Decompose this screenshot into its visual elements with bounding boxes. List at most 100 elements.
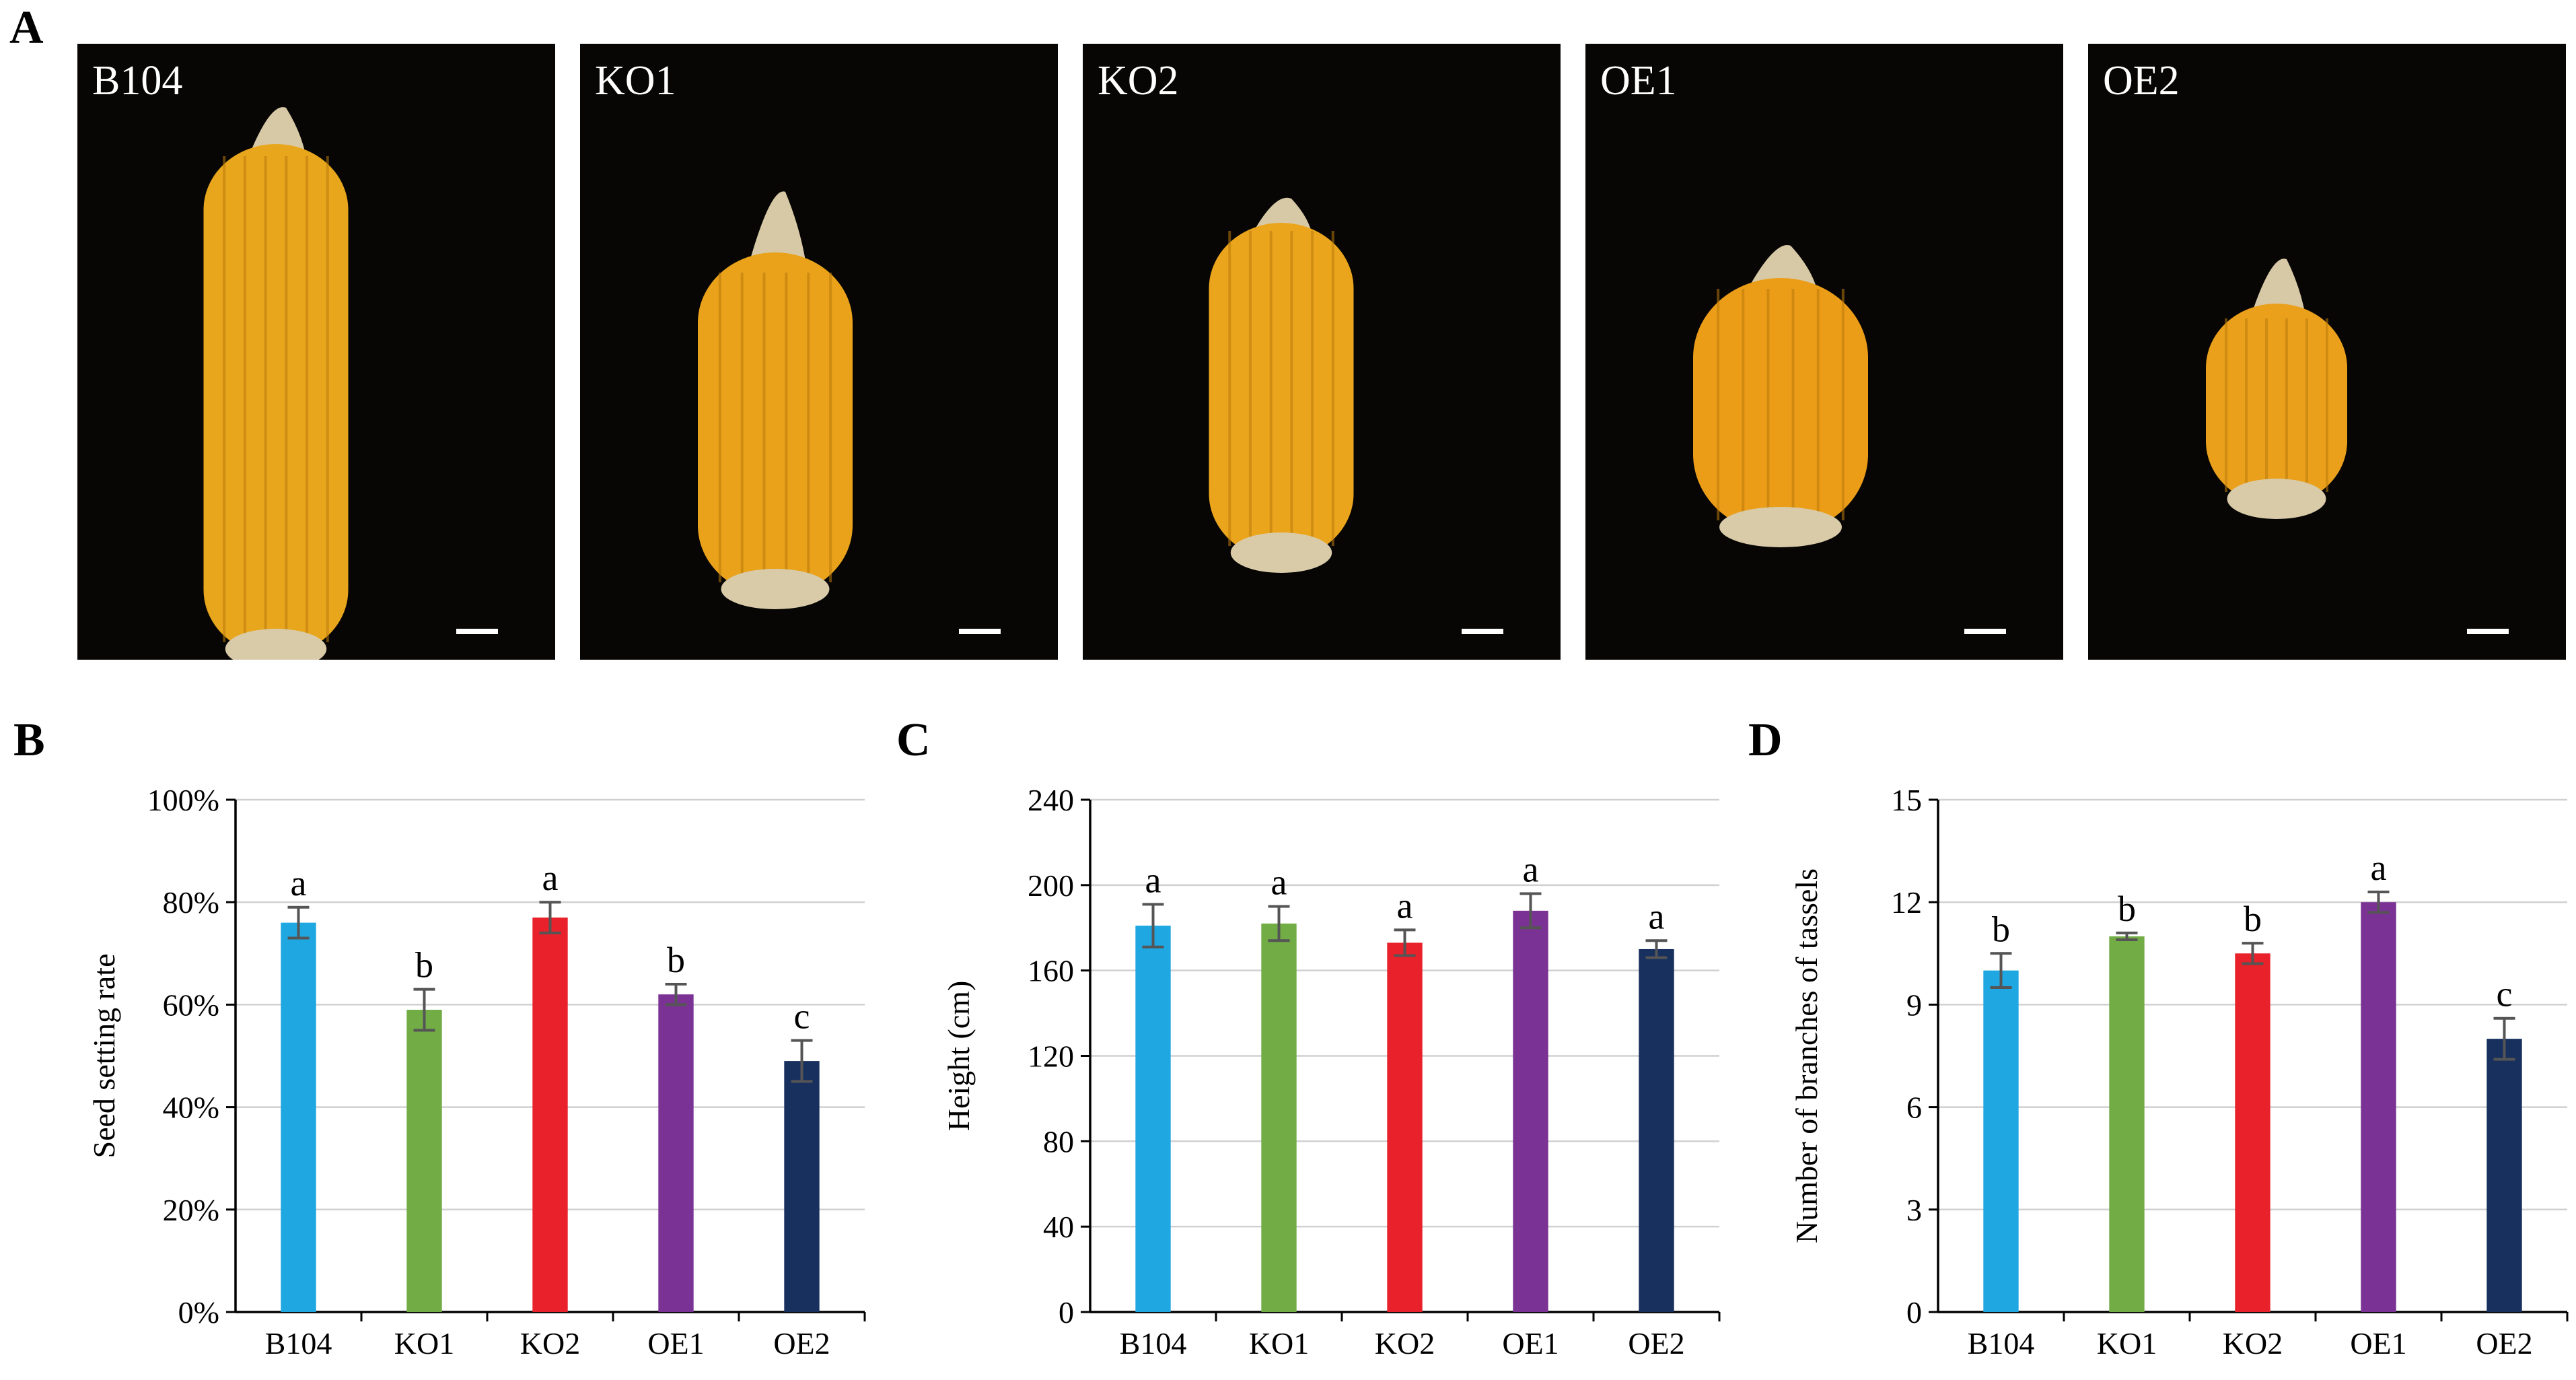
ear-body: [698, 252, 853, 596]
chart-b-svg: Seed setting rate 0% 20% 40% 60% 80% 100% a B104…: [87, 783, 866, 1360]
x-tick-label: OE2: [1628, 1326, 1684, 1360]
y-tick-label: 9: [1906, 988, 1922, 1022]
significance-letter: b: [415, 945, 433, 986]
bar: [532, 918, 568, 1312]
significance-letter: a: [542, 858, 559, 898]
y-tick-label: 6: [1906, 1091, 1922, 1125]
x-tick-label: B104: [265, 1326, 332, 1360]
y-tick-label: 20%: [163, 1193, 219, 1227]
photo-label: KO1: [595, 58, 676, 104]
y-axis-title: Seed setting rate: [87, 953, 121, 1158]
significance-letter: c: [794, 996, 810, 1037]
significance-letter: c: [2497, 974, 2513, 1014]
cob-base: [2227, 479, 2326, 519]
x-tick-label: OE2: [773, 1326, 830, 1360]
y-tick-label: 40%: [163, 1091, 219, 1125]
y-axis-title: Height (cm): [941, 981, 976, 1132]
error-bar: [1394, 928, 1416, 957]
error-bar: [2116, 931, 2138, 942]
corn-ear-illustration: [203, 107, 349, 660]
x-tick-label: B104: [1120, 1326, 1187, 1360]
bar: [1639, 948, 1674, 1312]
significance-letter: a: [1397, 885, 1413, 926]
photo-label: OE1: [1600, 58, 1677, 104]
y-tick-label: 80%: [163, 885, 219, 920]
x-tick-label: OE1: [647, 1326, 704, 1360]
y-tick-label: 160: [1028, 954, 1074, 988]
y-axis-title: Number of branches of tassels: [1789, 868, 1824, 1243]
significance-letter: b: [1992, 909, 2010, 949]
photo-label: B104: [92, 58, 183, 104]
chart-seed-setting-rate: Seed setting rate 0% 20% 40% 60% 80% 100% a B104…: [40, 754, 882, 1380]
y-tick-label: 0%: [178, 1295, 219, 1330]
cob-base: [225, 629, 327, 660]
bar: [1135, 926, 1171, 1312]
chart-tassel-branches: Number of branches of tassels 0 3 6 9 12 15 b B1…: [1743, 754, 2576, 1380]
ear-body: [2206, 304, 2347, 506]
significance-letter: a: [1649, 896, 1665, 936]
y-tick-label: 40: [1043, 1210, 1074, 1244]
panel-letter-d: D: [1748, 714, 1783, 766]
significance-letter: a: [1523, 850, 1539, 890]
error-bar: [539, 901, 561, 934]
photo-oe1: OE1: [1585, 44, 2063, 660]
scale-bar: [1462, 629, 1503, 634]
bar: [1513, 910, 1548, 1312]
scale-bar: [2467, 629, 2509, 634]
bar: [2486, 1039, 2522, 1312]
ear-body: [1693, 278, 1868, 534]
x-tick-label: OE1: [1502, 1326, 1559, 1360]
y-tick-label: 3: [1906, 1193, 1922, 1227]
scale-bar: [959, 629, 1001, 634]
y-tick-label: 100%: [147, 783, 219, 817]
corn-ear-illustration: [698, 191, 853, 609]
cob-base: [1719, 507, 1842, 547]
bar: [784, 1061, 820, 1312]
x-tick-label: OE1: [2350, 1326, 2406, 1360]
bar: [2361, 902, 2396, 1312]
y-tick-label: 80: [1043, 1124, 1074, 1159]
significance-letter: a: [291, 863, 307, 903]
bar: [1983, 970, 2019, 1312]
x-tick-label: OE2: [2476, 1326, 2532, 1360]
y-tick-label: 120: [1028, 1039, 1074, 1074]
scale-bar: [456, 629, 498, 634]
photo-label: OE2: [2103, 58, 2180, 104]
corn-ear-illustration: [1693, 245, 1868, 547]
corn-ear-illustration: [2206, 258, 2347, 519]
y-tick-label: 15: [1891, 783, 1922, 817]
ear-body: [203, 144, 349, 656]
ear-body: [1209, 223, 1354, 559]
bar: [1261, 923, 1297, 1312]
error-bar: [287, 905, 310, 940]
x-tick-label: KO2: [1375, 1326, 1435, 1360]
y-tick-label: 12: [1891, 885, 1922, 920]
significance-letter: b: [2244, 899, 2262, 939]
y-tick-label: 0: [1059, 1295, 1074, 1330]
cob-base: [1230, 532, 1332, 573]
bar: [2235, 953, 2270, 1312]
y-tick-label: 200: [1028, 868, 1074, 903]
error-bar: [791, 1039, 813, 1083]
photo-ko2: KO2: [1083, 44, 1561, 660]
bar: [2109, 936, 2145, 1312]
x-tick-label: KO2: [520, 1326, 580, 1360]
error-bar: [1268, 905, 1290, 942]
y-tick-label: 0: [1906, 1295, 1922, 1330]
significance-letter: a: [1145, 860, 1161, 900]
chart-c-svg: Height (cm) 0 40 80 120 160 200 240 a B104 a KO1 a KO…: [941, 783, 1721, 1360]
significance-letter: a: [1271, 862, 1287, 903]
photo-ko1: KO1: [580, 44, 1058, 660]
photo-b104: B104: [77, 44, 555, 660]
panel-letter-b: B: [13, 714, 45, 766]
y-tick-label: 60%: [163, 988, 219, 1022]
bar: [1387, 942, 1423, 1312]
error-bar: [2493, 1016, 2515, 1061]
chart-height: Height (cm) 0 40 80 120 160 200 240 a B104 a KO1 a KO…: [895, 754, 1736, 1380]
photo-label: KO2: [1098, 58, 1179, 104]
significance-letter: a: [2371, 848, 2387, 888]
x-tick-label: KO1: [1249, 1326, 1309, 1360]
error-bar: [413, 988, 435, 1032]
bar: [406, 1010, 442, 1312]
error-bar: [665, 982, 687, 1006]
